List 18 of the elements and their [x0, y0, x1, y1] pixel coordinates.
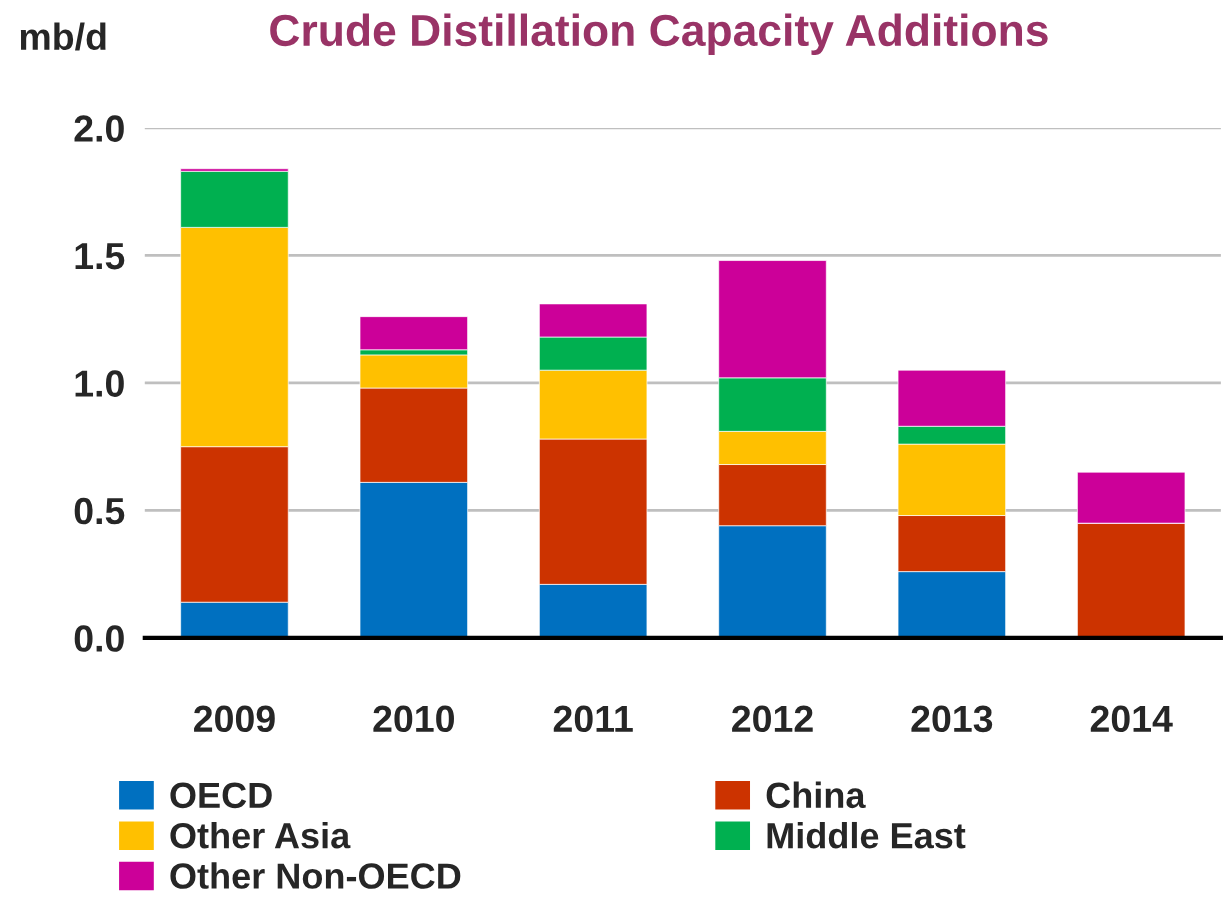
chart-title: Crude Distillation Capacity Additions — [270, 13, 1048, 55]
y-tick-label: 1.5 — [75, 243, 125, 270]
x-tick-label: 2009 — [194, 705, 275, 733]
legend-label: Other Non-OECD — [170, 862, 461, 889]
legend-label: OECD — [170, 782, 272, 809]
x-tick-label: 2014 — [1090, 705, 1173, 733]
x-tick-label: 2011 — [553, 705, 633, 733]
y-axis-title: mb/d — [20, 22, 106, 51]
y-tick-label: 1.0 — [75, 370, 124, 397]
legend-label: Other Asia — [170, 821, 351, 849]
x-tick-label: 2013 — [911, 705, 993, 733]
x-tick-label: 2010 — [373, 705, 454, 733]
x-tick-label: 2012 — [732, 705, 813, 733]
legend-label: China — [766, 781, 866, 809]
y-tick-label: 0.5 — [74, 497, 125, 525]
y-tick-label: 2.0 — [74, 115, 124, 142]
y-tick-label: 0.0 — [74, 625, 124, 652]
legend-label: Middle East — [767, 821, 966, 849]
